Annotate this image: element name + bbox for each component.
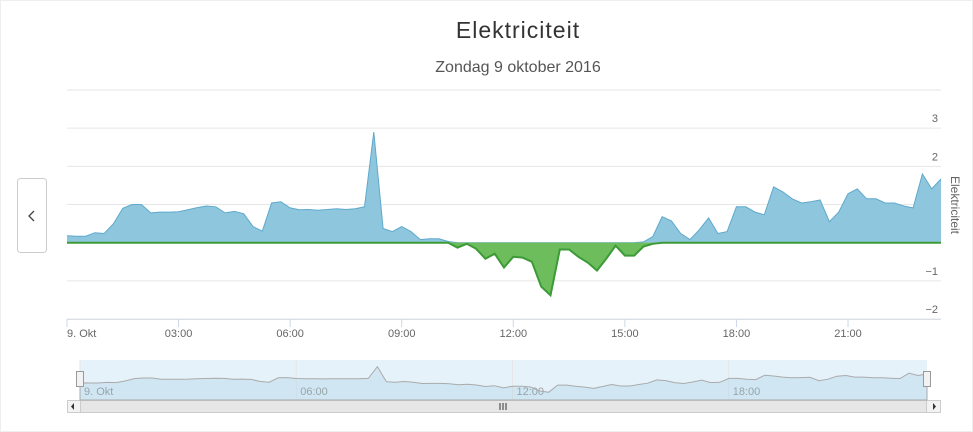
y-tick-label: −2 [925,304,938,316]
scroll-left[interactable] [71,403,74,410]
nav-handle-right[interactable] [923,371,931,387]
prev-icon[interactable] [28,210,35,222]
chart-subtitle: Zondag 9 oktober 2016 [435,59,601,76]
x-tick-label: 9. Okt [67,328,96,340]
chart-title: Elektriciteit [456,17,580,43]
series-area [67,242,941,296]
prev-button-box[interactable] [17,178,47,253]
x-tick-label: 03:00 [165,328,193,340]
x-tick-label: 06:00 [276,328,304,340]
scroll-right[interactable] [933,403,936,410]
series-line [67,241,941,298]
navigator-series [79,365,928,401]
y-tick-label: −1 [925,266,938,278]
navigator-handles[interactable] [76,371,931,387]
x-tick-label: 18:00 [723,328,751,340]
navigator-label: 12:00 [517,386,545,398]
series-area [67,132,941,243]
prev-button[interactable] [17,178,47,253]
nav-handle-left[interactable] [76,371,84,387]
y-tick-label: 2 [932,151,938,163]
navigator-label: 18:00 [733,386,761,398]
y-tick-label: 3 [932,113,938,125]
scrollbar-grip [499,403,507,410]
x-tick-label: 12:00 [500,328,528,340]
navigator-label: 9. Okt [84,386,113,398]
x-tick-label: 15:00 [611,328,639,340]
x-tick-label: 09:00 [388,328,416,340]
navigator-mask [80,360,927,400]
x-tick-label: 21:00 [834,328,862,340]
y-axis-title: Elektriciteit [948,176,962,235]
navigator-label: 06:00 [300,386,328,398]
